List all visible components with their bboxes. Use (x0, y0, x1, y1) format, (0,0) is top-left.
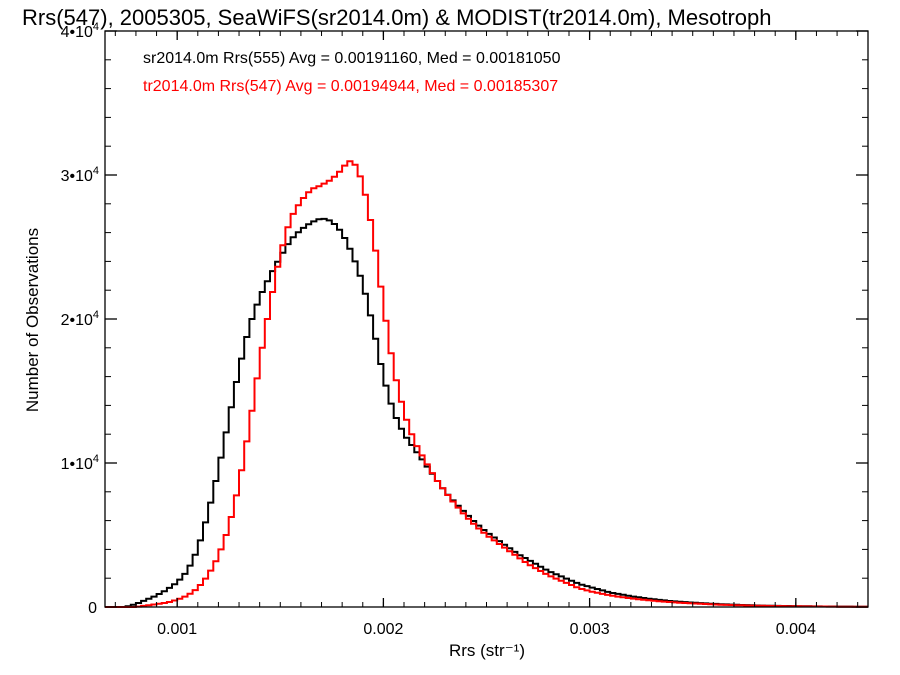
y-tick-label-1: 1•104 (61, 453, 99, 473)
x-axis-label: Rrs (str⁻¹) (449, 641, 525, 660)
y-tick-label-3: 3•104 (61, 165, 99, 185)
y-tick-label-4: 4•104 (61, 21, 99, 41)
y-tick-label-0: 0 (88, 600, 97, 617)
x-tick-label-2: 0.003 (570, 621, 610, 638)
legend-entry-0: sr2014.0m Rrs(555) Avg = 0.00191160, Med… (143, 50, 561, 67)
y-axis-label: Number of Observations (23, 228, 42, 412)
x-tick-label-0: 0.001 (157, 621, 197, 638)
x-tick-label-3: 0.004 (776, 621, 816, 638)
series-line-1 (105, 160, 868, 608)
axis-layer: 0.001 0.002 0.003 0.004 0 1•104 2•104 3•104 4•10… (61, 21, 868, 638)
x-tick-label-1: 0.002 (363, 621, 403, 638)
legend-entry-1: tr2014.0m Rrs(547) Avg = 0.00194944, Med… (143, 78, 558, 95)
plot-frame (104, 30, 869, 608)
chart-title: Rrs(547), 2005305, SeaWiFS(sr2014.0m) & … (22, 5, 772, 30)
series-layer (105, 160, 868, 608)
y-tick-label-2: 2•104 (61, 309, 99, 329)
legend: sr2014.0m Rrs(555) Avg = 0.00191160, Med… (143, 50, 561, 95)
